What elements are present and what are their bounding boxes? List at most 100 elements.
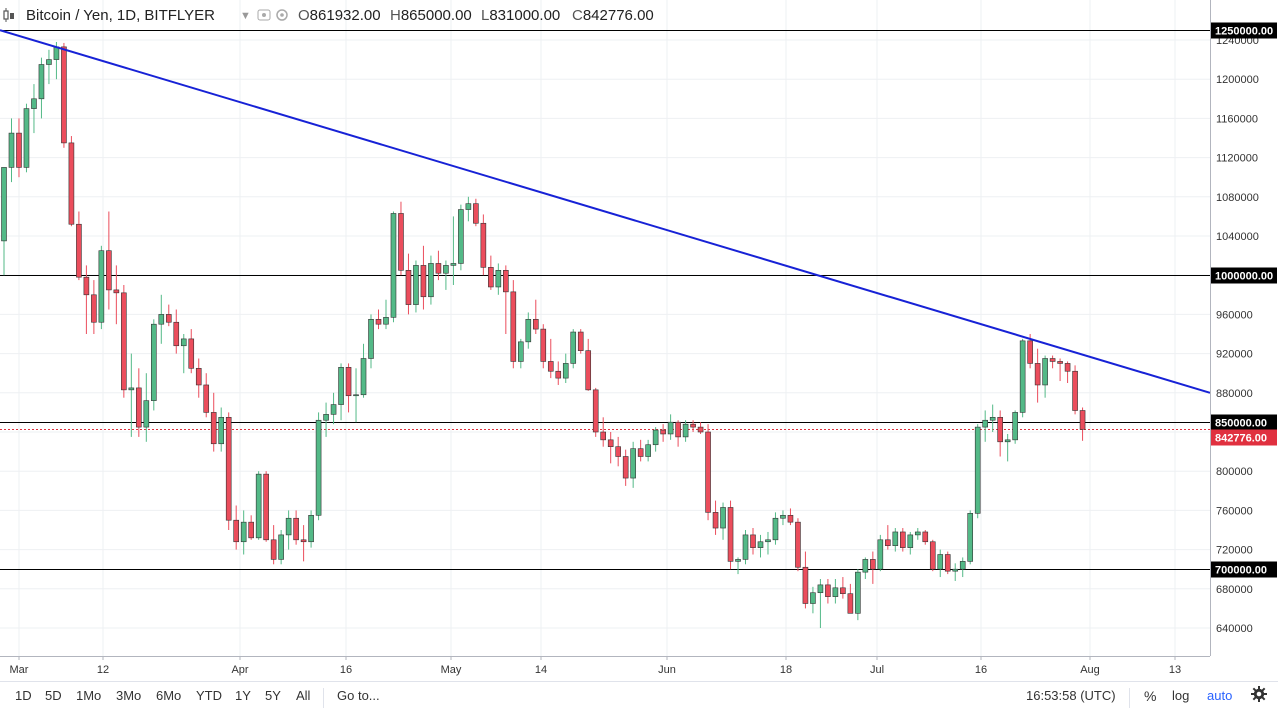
range-5y[interactable]: 5Y xyxy=(265,688,281,703)
candle-body xyxy=(1004,439,1011,443)
time-tick-label: 16 xyxy=(340,664,352,676)
candle-body xyxy=(922,531,929,543)
candle-body xyxy=(570,331,577,364)
candle-body xyxy=(8,132,15,168)
candle xyxy=(443,260,449,290)
candle-body xyxy=(832,587,839,597)
candle xyxy=(270,525,277,565)
candle-body xyxy=(16,132,22,168)
time-tick-label: Jun xyxy=(658,664,676,676)
candle xyxy=(592,387,599,437)
range-all[interactable]: All xyxy=(296,688,311,703)
candle xyxy=(705,424,711,521)
candle xyxy=(562,353,569,383)
candle-body xyxy=(165,314,172,323)
range-1mo[interactable]: 1Mo xyxy=(76,688,102,703)
range-1y[interactable]: 1Y xyxy=(235,688,251,703)
ohlc-high: H865000.00 xyxy=(390,7,472,24)
symbol-title[interactable]: Bitcoin / Yen, 1D, BITFLYER xyxy=(26,7,215,24)
candle xyxy=(338,363,344,421)
candle-body xyxy=(1057,361,1063,364)
candle-body xyxy=(465,203,472,210)
candle xyxy=(750,528,756,555)
candle-body xyxy=(585,350,592,391)
candle xyxy=(233,505,239,550)
price-chart[interactable]: 6400006800007200007600008000008400008800… xyxy=(0,0,1278,681)
candle-type-icon[interactable] xyxy=(2,7,16,24)
trendline[interactable] xyxy=(0,29,1211,394)
candle-body xyxy=(855,571,861,614)
candle xyxy=(248,515,254,540)
candle xyxy=(91,280,97,334)
range-ytd[interactable]: YTD xyxy=(196,688,222,703)
candle-body xyxy=(495,269,502,288)
chevron-down-icon[interactable]: ▼ xyxy=(240,10,251,22)
candle xyxy=(914,528,921,540)
candle xyxy=(712,500,719,535)
horizontal-levels xyxy=(0,30,1210,570)
candle xyxy=(225,412,232,530)
candle-body xyxy=(435,263,442,274)
candle-body xyxy=(158,314,165,325)
visibility-icon[interactable] xyxy=(257,7,271,24)
candle xyxy=(525,312,532,349)
goto-button[interactable]: Go to... xyxy=(337,688,380,703)
candle xyxy=(465,196,472,222)
candle-body xyxy=(705,431,711,513)
candle xyxy=(61,42,67,148)
candle-body xyxy=(413,265,419,305)
clock[interactable]: 16:53:58 (UTC) xyxy=(1026,688,1116,703)
candle-body xyxy=(914,531,921,536)
range-3mo[interactable]: 3Mo xyxy=(116,688,142,703)
candle xyxy=(1064,361,1071,383)
candle-body xyxy=(53,46,60,60)
gear-icon[interactable] xyxy=(1250,685,1268,706)
candle xyxy=(615,436,621,467)
candle xyxy=(68,136,75,227)
candle-body xyxy=(780,514,786,519)
last-price-tag xyxy=(1211,429,1277,446)
candle-body xyxy=(518,341,524,362)
log-toggle[interactable]: log xyxy=(1172,688,1190,703)
candle-body xyxy=(218,416,225,445)
candle xyxy=(390,211,397,323)
candle-body xyxy=(937,554,944,570)
range-1d[interactable]: 1D xyxy=(15,688,32,703)
candle xyxy=(23,103,30,173)
candle xyxy=(870,551,876,584)
price-tick-label: 1200000 xyxy=(1216,74,1259,86)
time-axis[interactable]: Mar 12 Apr 16 May 14 Jun 18 Jul 16 Aug 13 xyxy=(0,656,1210,676)
candle-body xyxy=(525,318,532,343)
candle-body xyxy=(1019,340,1026,413)
candle-body xyxy=(278,534,284,560)
percent-toggle[interactable]: % xyxy=(1144,688,1157,704)
candle-body xyxy=(615,446,621,457)
candle-body xyxy=(840,587,846,595)
toolbar-divider xyxy=(323,688,324,708)
candle xyxy=(8,118,15,183)
candle xyxy=(413,260,419,313)
candle xyxy=(518,338,524,369)
candle-body xyxy=(68,142,75,225)
range-6mo[interactable]: 6Mo xyxy=(156,688,182,703)
candle xyxy=(293,510,299,545)
time-tick-label: 12 xyxy=(97,664,109,676)
candle-body xyxy=(390,213,397,318)
range-5d[interactable]: 5D xyxy=(45,688,62,703)
candle xyxy=(630,441,636,488)
candle xyxy=(353,368,359,423)
candle xyxy=(255,471,262,540)
auto-toggle[interactable]: auto xyxy=(1207,688,1233,703)
candle xyxy=(375,309,382,330)
candle xyxy=(173,309,180,354)
settings-small-icon[interactable] xyxy=(275,7,289,24)
candle xyxy=(907,531,914,555)
candle-body xyxy=(345,367,352,397)
candle-body xyxy=(1034,363,1041,386)
candle xyxy=(38,57,45,119)
candle-body xyxy=(143,400,150,428)
candle xyxy=(585,338,592,391)
candle-body xyxy=(31,98,37,109)
candle-body xyxy=(675,421,681,438)
candle-body xyxy=(547,361,554,372)
